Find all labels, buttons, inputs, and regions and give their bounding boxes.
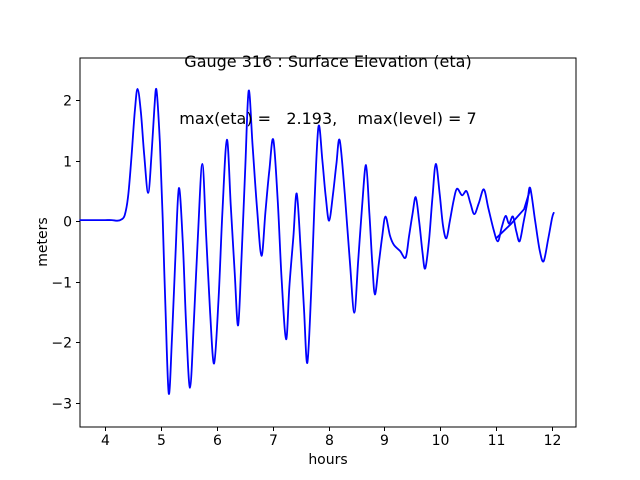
x-tick-label: 4 [101,433,110,449]
x-tick-label: 5 [157,433,166,449]
chart-title-line1: Gauge 316 : Surface Elevation (eta) [184,52,472,71]
surface-elevation-eta-line [79,87,555,395]
chart-title: Gauge 316 : Surface Elevation (eta) max(… [80,14,576,166]
x-tick-label: 9 [380,433,389,449]
x-tick-label: 6 [213,433,222,449]
x-tick-label: 8 [325,433,334,449]
y-tick-label: −3 [51,397,72,413]
overlapping-gauge-segment-line [495,188,532,240]
x-tick-label: 7 [269,433,278,449]
axes-frame [79,57,577,428]
y-axis-label: meters [35,217,51,267]
chart-title-line2: max(eta) = 2.193, max(level) = 7 [179,109,477,128]
x-tick-label: 11 [488,433,506,449]
y-tick-label: 0 [63,215,72,231]
x-tick-label: 12 [544,433,562,449]
y-tick-label: −2 [51,336,72,352]
x-axis-label: hours [308,452,348,468]
y-tick-label: 1 [63,155,72,171]
x-tick-label: 10 [432,433,450,449]
y-tick-label: −1 [51,276,72,292]
y-tick-label: 2 [63,94,72,110]
